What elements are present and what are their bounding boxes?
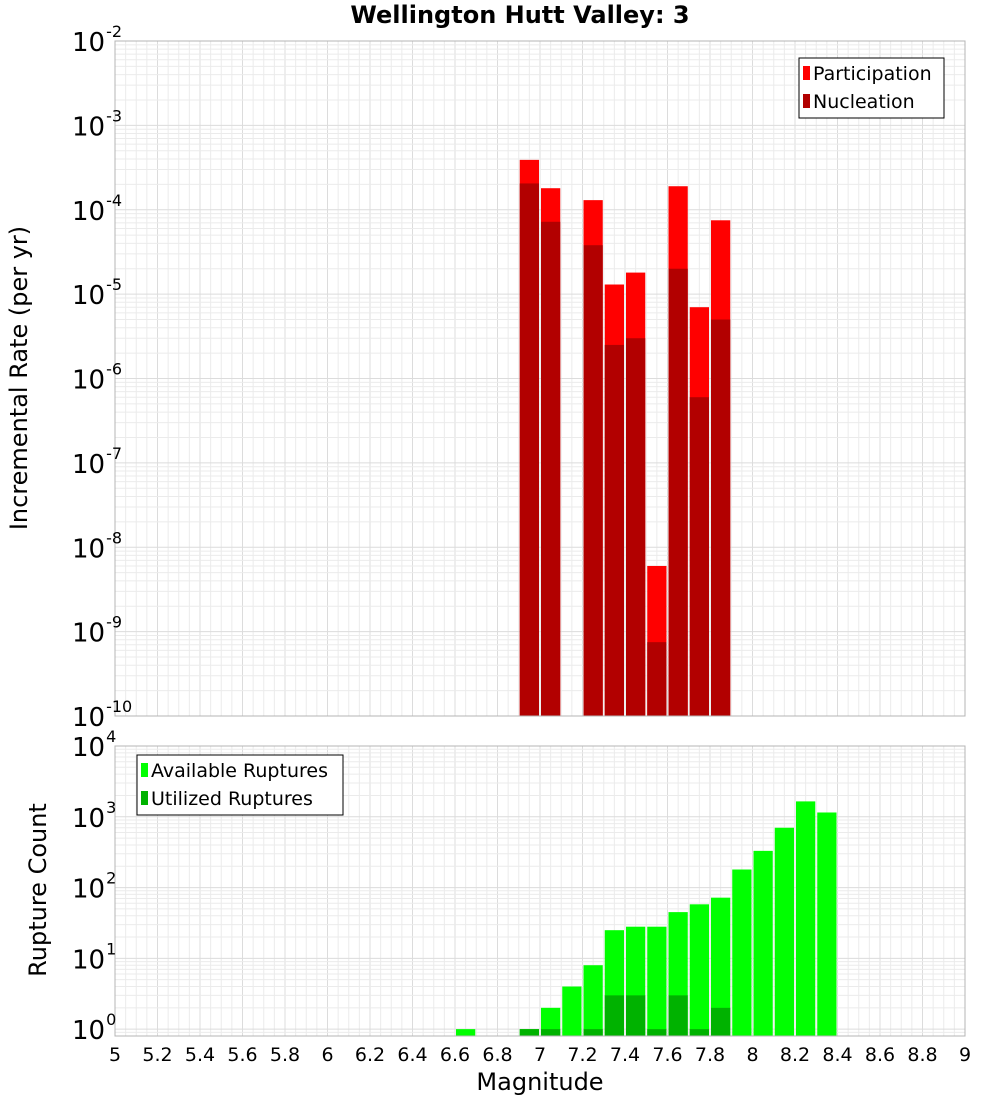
plot-frame xyxy=(114,745,966,1037)
x-tick-label: 7.6 xyxy=(652,1044,682,1066)
bar-available-ruptures xyxy=(774,827,794,1036)
x-tick-label: 5.2 xyxy=(142,1044,172,1066)
bar-nucleation xyxy=(519,183,539,716)
y-ticks: 100 101 102 103 104 xyxy=(72,727,116,1046)
bar-available-ruptures xyxy=(817,812,837,1036)
count-plot: 100 101 102 103 104 5 5.2 5.4 5.6 5.8 6 6.2 6.4 6.6 6.… xyxy=(72,727,971,1066)
bar-available-ruptures xyxy=(583,965,603,1036)
legend-box xyxy=(798,57,945,119)
legend-swatch xyxy=(803,94,810,108)
x-tick-label: 6.8 xyxy=(482,1044,512,1066)
x-tick-label: 6 xyxy=(321,1044,333,1066)
bar-nucleation xyxy=(647,642,667,716)
x-tick-label: 7 xyxy=(534,1044,546,1066)
y-tick-label: 104 xyxy=(72,727,116,763)
bar-available-ruptures xyxy=(562,986,582,1036)
bar-available-ruptures xyxy=(732,869,752,1036)
x-tick-label: 7.8 xyxy=(695,1044,725,1066)
legend: Participation Nucleation xyxy=(798,57,945,119)
legend-label: Nucleation xyxy=(813,91,915,113)
y-tick-label: 10-8 xyxy=(72,528,122,564)
bar-nucleation xyxy=(711,319,731,716)
bar-available-ruptures xyxy=(753,850,773,1036)
legend-swatch xyxy=(141,791,148,805)
rate-plot: 10-1010-910-810-710-610-510-410-310-2Par… xyxy=(72,22,966,733)
bar-nucleation xyxy=(583,245,603,717)
x-tick-label: 9 xyxy=(959,1044,971,1066)
x-tick-label: 8.2 xyxy=(780,1044,810,1066)
bar-available-ruptures xyxy=(456,1029,476,1036)
bar-utilized-ruptures xyxy=(541,1029,561,1036)
x-tick-label: 5.4 xyxy=(185,1044,215,1066)
legend-label: Participation xyxy=(813,63,932,85)
legend-label: Utilized Ruptures xyxy=(151,788,313,810)
legend-swatch xyxy=(141,763,148,777)
bar-utilized-ruptures xyxy=(711,1007,731,1036)
x-tick-label: 7.4 xyxy=(610,1044,640,1066)
bar-utilized-ruptures xyxy=(689,1029,709,1036)
x-tick-label: 7.2 xyxy=(567,1044,597,1066)
legend-swatch xyxy=(803,66,810,80)
bar-nucleation xyxy=(689,397,709,716)
legend-box xyxy=(136,754,344,816)
grid xyxy=(114,40,966,717)
legend-label: Available Ruptures xyxy=(151,760,328,782)
y-tick-label: 100 xyxy=(72,1010,116,1046)
bar-utilized-ruptures xyxy=(626,995,646,1036)
x-tick-label: 5.6 xyxy=(227,1044,257,1066)
x-tick-label: 8 xyxy=(746,1044,758,1066)
y-tick-label: 103 xyxy=(72,798,116,834)
x-tick-label: 5 xyxy=(109,1044,121,1066)
x-tick-label: 6.4 xyxy=(397,1044,427,1066)
bar-utilized-ruptures xyxy=(668,995,688,1036)
bar-utilized-ruptures xyxy=(604,995,624,1036)
bar-available-ruptures xyxy=(647,926,667,1036)
legend: Available Ruptures Utilized Ruptures xyxy=(136,754,344,816)
bar-available-ruptures xyxy=(711,897,731,1036)
x-tick-label: 5.8 xyxy=(270,1044,300,1066)
bar-nucleation xyxy=(541,221,561,716)
x-axis-label: Magnitude xyxy=(476,1068,603,1096)
x-ticks: 5 5.2 5.4 5.6 5.8 6 6.2 6.4 6.6 6.8 7 7.2 7.4 7.6 7.8 8… xyxy=(109,1044,971,1066)
x-tick-label: 6.2 xyxy=(355,1044,385,1066)
bar-available-ruptures xyxy=(796,801,816,1036)
bar-utilized-ruptures xyxy=(647,1029,667,1036)
bar-nucleation xyxy=(604,344,624,716)
count-y-axis-label: Rupture Count xyxy=(24,803,52,977)
bar-available-ruptures xyxy=(541,1007,561,1036)
bar-available-ruptures xyxy=(689,904,709,1036)
x-tick-label: 6.6 xyxy=(440,1044,470,1066)
chart-title: Wellington Hutt Valley: 3 xyxy=(350,1,689,29)
x-tick-label: 8.4 xyxy=(822,1044,852,1066)
rate-y-axis-label: Incremental Rate (per yr) xyxy=(5,226,33,530)
bars xyxy=(456,801,837,1036)
plot-frame xyxy=(114,40,966,717)
bar-nucleation xyxy=(626,338,646,716)
y-tick-label: 10-10 xyxy=(72,697,132,733)
y-tick-label: 102 xyxy=(72,869,116,905)
bar-utilized-ruptures xyxy=(583,1029,603,1036)
x-tick-label: 8.6 xyxy=(865,1044,895,1066)
bars xyxy=(519,159,731,717)
y-tick-label: 101 xyxy=(72,939,116,975)
x-tick-label: 8.8 xyxy=(907,1044,937,1066)
bar-utilized-ruptures xyxy=(519,1029,539,1036)
bar-nucleation xyxy=(668,268,688,716)
